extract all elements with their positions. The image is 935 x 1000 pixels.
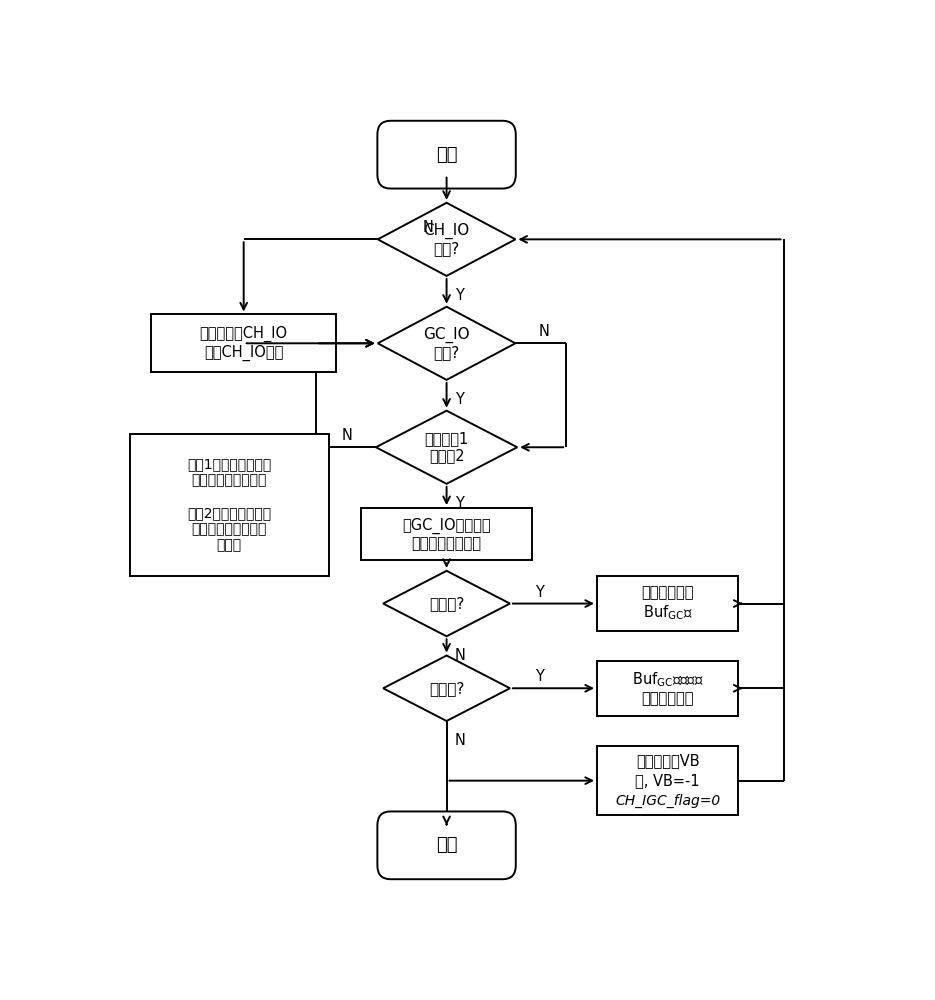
Polygon shape <box>383 656 510 721</box>
Text: N: N <box>454 733 465 748</box>
Polygon shape <box>378 307 515 380</box>
Text: $\mathrm{Buf_{GC}}$中的相应
页写入本通道: $\mathrm{Buf_{GC}}$中的相应 页写入本通道 <box>632 670 703 706</box>
Text: N: N <box>341 428 352 443</box>
Text: 写请求?: 写请求? <box>429 681 465 696</box>
Polygon shape <box>378 203 515 276</box>
Text: 读请求?: 读请求? <box>429 596 465 611</box>
Text: Y: Y <box>455 496 464 511</box>
Bar <box>362 508 532 560</box>
Text: Y: Y <box>535 669 543 684</box>
Text: CH_IO
为空?: CH_IO 为空? <box>424 223 469 256</box>
Text: N: N <box>539 324 550 339</box>
Text: Y: Y <box>535 585 543 600</box>
Text: Y: Y <box>455 392 464 407</box>
Bar <box>597 746 739 815</box>
Bar <box>130 434 329 576</box>
Text: 条件1，属于该通道的
读请求或擦除请求；

条件2，写请求且该写
请求对应的读请求已
完成。: 条件1，属于该通道的 读请求或擦除请求； 条件2，写请求且该写 请求对应的读请求… <box>187 458 271 552</box>
Text: N: N <box>454 648 465 663</box>
FancyBboxPatch shape <box>378 121 516 189</box>
Bar <box>597 576 739 631</box>
Text: 从GC_IO取出第一
个满足条件的请求: 从GC_IO取出第一 个满足条件的请求 <box>402 517 491 551</box>
Text: 将数据读入到
$\mathrm{Buf_{GC}}$中: 将数据读入到 $\mathrm{Buf_{GC}}$中 <box>641 585 694 622</box>
Polygon shape <box>376 411 517 484</box>
Text: 开始: 开始 <box>436 146 457 164</box>
Text: 满足条件1
或条件2: 满足条件1 或条件2 <box>424 431 468 463</box>
Text: 擦除相应的VB: 擦除相应的VB <box>636 753 699 768</box>
Bar <box>151 314 336 372</box>
Text: GC_IO
为空?: GC_IO 为空? <box>424 326 470 360</box>
Text: 块, VB=-1: 块, VB=-1 <box>635 773 700 788</box>
Text: N: N <box>423 220 434 235</box>
Text: 结束: 结束 <box>436 836 457 854</box>
Text: Y: Y <box>455 288 464 303</box>
Bar <box>597 661 739 716</box>
Text: 响应该通道CH_IO
直到CH_IO为空: 响应该通道CH_IO 直到CH_IO为空 <box>199 326 288 361</box>
FancyBboxPatch shape <box>378 811 516 879</box>
Polygon shape <box>383 571 510 636</box>
Text: CH_IGC_flag=0: CH_IGC_flag=0 <box>615 793 720 808</box>
